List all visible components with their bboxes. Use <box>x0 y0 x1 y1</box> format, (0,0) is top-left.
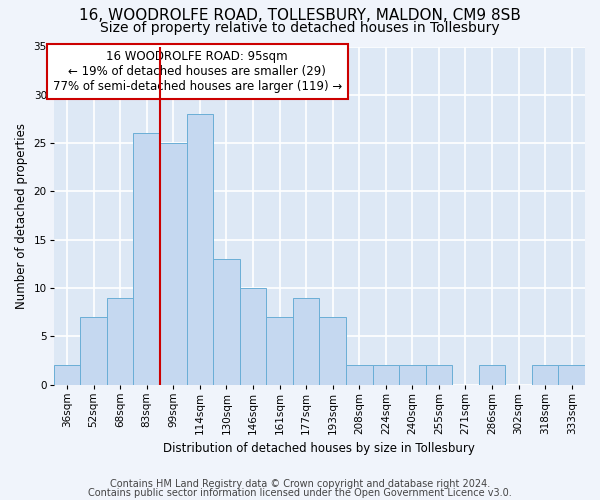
Bar <box>266 317 293 384</box>
Bar <box>160 143 187 384</box>
Bar <box>133 134 160 384</box>
Bar <box>187 114 213 384</box>
Y-axis label: Number of detached properties: Number of detached properties <box>15 122 28 308</box>
Bar <box>373 366 399 384</box>
Text: Contains HM Land Registry data © Crown copyright and database right 2024.: Contains HM Land Registry data © Crown c… <box>110 479 490 489</box>
Bar <box>425 366 452 384</box>
Bar <box>532 366 559 384</box>
Bar <box>107 298 133 384</box>
Text: 16, WOODROLFE ROAD, TOLLESBURY, MALDON, CM9 8SB: 16, WOODROLFE ROAD, TOLLESBURY, MALDON, … <box>79 8 521 22</box>
Bar <box>213 259 239 384</box>
X-axis label: Distribution of detached houses by size in Tollesbury: Distribution of detached houses by size … <box>163 442 475 455</box>
Text: Size of property relative to detached houses in Tollesbury: Size of property relative to detached ho… <box>100 21 500 35</box>
Bar <box>559 366 585 384</box>
Bar <box>479 366 505 384</box>
Bar <box>319 317 346 384</box>
Bar <box>80 317 107 384</box>
Text: 16 WOODROLFE ROAD: 95sqm
← 19% of detached houses are smaller (29)
77% of semi-d: 16 WOODROLFE ROAD: 95sqm ← 19% of detach… <box>53 50 342 93</box>
Bar <box>346 366 373 384</box>
Bar <box>54 366 80 384</box>
Text: Contains public sector information licensed under the Open Government Licence v3: Contains public sector information licen… <box>88 488 512 498</box>
Bar <box>293 298 319 384</box>
Bar <box>239 288 266 384</box>
Bar <box>399 366 425 384</box>
